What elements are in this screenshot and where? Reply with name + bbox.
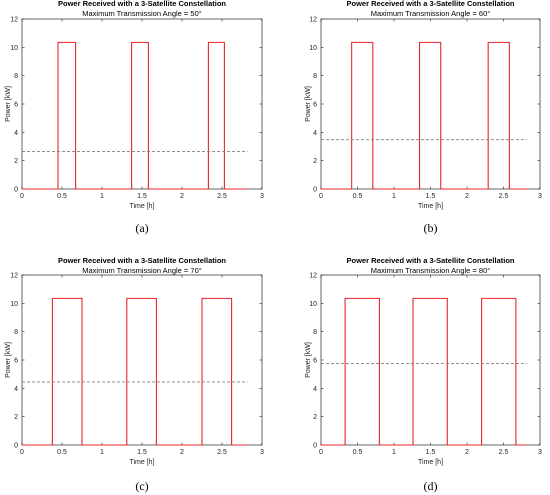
x-tick-label: 0.5 — [57, 193, 67, 200]
x-tick-label: 2 — [465, 449, 469, 456]
x-tick-label: 0.5 — [353, 193, 363, 200]
y-tick-label: 10 — [10, 301, 18, 308]
x-tick-label: 1 — [392, 193, 396, 200]
y-tick-label: 10 — [309, 301, 317, 308]
chart-subtitle: Maximum Transmission Angle = 60° — [371, 9, 491, 18]
y-tick-label: 0 — [14, 443, 18, 450]
x-tick-label: 1.5 — [426, 193, 436, 200]
x-tick-label: 0.5 — [57, 449, 67, 456]
x-tick-label: 0 — [319, 193, 323, 200]
y-axis-label: Power [kW] — [5, 342, 12, 378]
x-tick-label: 0 — [20, 449, 24, 456]
y-tick-label: 2 — [313, 158, 317, 165]
y-tick-label: 2 — [313, 414, 317, 421]
x-tick-label: 2.5 — [217, 449, 227, 456]
chart-subtitle: Maximum Transmission Angle = 80° — [371, 266, 491, 275]
chart-subtitle: Maximum Transmission Angle = 50° — [82, 9, 202, 18]
y-tick-label: 2 — [14, 414, 18, 421]
power-received-line — [321, 41, 527, 190]
y-tick-label: 12 — [10, 273, 18, 280]
chart-panel-d: Power Received with a 3-Satellite Conste… — [305, 256, 542, 493]
chart-title: Power Received with a 3-Satellite Conste… — [58, 256, 226, 265]
y-tick-label: 12 — [309, 17, 317, 24]
y-tick-label: 10 — [309, 45, 317, 52]
subfigure-caption: (b) — [424, 221, 438, 235]
chart-panel-c: Power Received with a 3-Satellite Conste… — [5, 256, 264, 493]
x-tick-label: 2 — [180, 449, 184, 456]
power-received-line — [321, 297, 527, 446]
subfigure-caption: (a) — [135, 221, 148, 235]
x-tick-label: 0.5 — [353, 449, 363, 456]
chart-title: Power Received with a 3-Satellite Conste… — [347, 256, 515, 265]
x-tick-label: 1.5 — [137, 193, 147, 200]
y-tick-label: 4 — [14, 386, 18, 393]
y-axis-label: Power [kW] — [305, 86, 312, 122]
chart-panel-b: Power Received with a 3-Satellite Conste… — [305, 0, 542, 235]
x-tick-label: 2.5 — [217, 193, 227, 200]
y-tick-label: 8 — [14, 73, 18, 80]
y-tick-label: 0 — [313, 187, 317, 194]
y-tick-label: 4 — [313, 130, 317, 137]
y-axis-label: Power [kW] — [5, 86, 12, 122]
x-tick-label: 2 — [180, 193, 184, 200]
x-tick-label: 3 — [538, 193, 542, 200]
x-axis-label: Time [h] — [129, 203, 154, 210]
plot-area-frame — [320, 18, 541, 190]
y-tick-label: 6 — [14, 358, 18, 365]
x-tick-label: 0 — [20, 193, 24, 200]
x-axis-label: Time [h] — [129, 459, 154, 466]
y-tick-label: 8 — [14, 329, 18, 336]
power-received-line — [22, 297, 248, 446]
x-tick-label: 1 — [392, 449, 396, 456]
y-tick-label: 6 — [313, 358, 317, 365]
power-received-line — [22, 41, 248, 190]
y-tick-label: 8 — [313, 329, 317, 336]
x-tick-label: 1 — [100, 193, 104, 200]
y-tick-label: 12 — [309, 273, 317, 280]
x-tick-label: 2.5 — [499, 193, 509, 200]
y-tick-label: 6 — [313, 102, 317, 109]
x-tick-label: 3 — [260, 449, 264, 456]
chart-subtitle: Maximum Transmission Angle = 70° — [82, 266, 202, 275]
y-tick-label: 6 — [14, 102, 18, 109]
x-axis-label: Time [h] — [418, 459, 443, 466]
y-tick-label: 10 — [10, 45, 18, 52]
x-axis-label: Time [h] — [418, 203, 443, 210]
y-tick-label: 4 — [14, 130, 18, 137]
subfigure-caption: (d) — [424, 479, 438, 493]
x-tick-label: 2.5 — [499, 449, 509, 456]
y-tick-label: 8 — [313, 73, 317, 80]
y-tick-label: 4 — [313, 386, 317, 393]
x-tick-label: 1.5 — [426, 449, 436, 456]
x-tick-label: 1 — [100, 449, 104, 456]
y-tick-label: 12 — [10, 17, 18, 24]
chart-panel-a: Power Received with a 3-Satellite Conste… — [5, 0, 264, 235]
plot-area-frame — [320, 274, 541, 446]
subfigure-caption: (c) — [135, 479, 148, 493]
x-tick-label: 0 — [319, 449, 323, 456]
plot-area-frame — [21, 274, 263, 446]
y-axis-label: Power [kW] — [305, 342, 312, 378]
x-tick-label: 1.5 — [137, 449, 147, 456]
x-tick-label: 2 — [465, 193, 469, 200]
y-tick-label: 0 — [313, 443, 317, 450]
x-tick-label: 3 — [538, 449, 542, 456]
y-tick-label: 2 — [14, 158, 18, 165]
chart-title: Power Received with a 3-Satellite Conste… — [58, 0, 226, 8]
chart-title: Power Received with a 3-Satellite Conste… — [347, 0, 515, 8]
y-tick-label: 0 — [14, 187, 18, 194]
x-tick-label: 3 — [260, 193, 264, 200]
